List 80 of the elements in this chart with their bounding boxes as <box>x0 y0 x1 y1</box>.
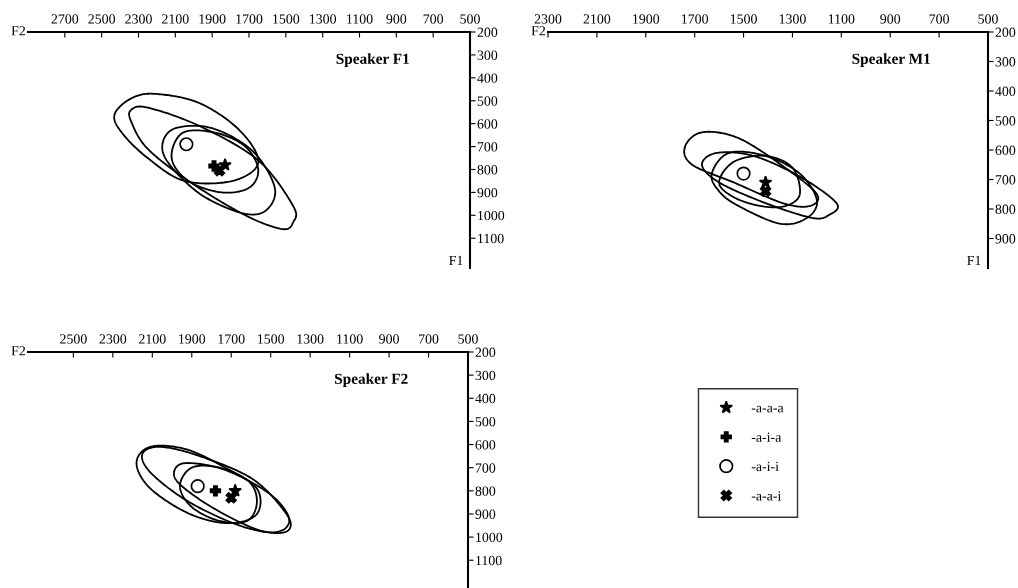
x-tick-label: 700 <box>929 14 949 24</box>
x-tick-label: 1500 <box>273 14 300 24</box>
point <box>179 137 194 152</box>
x-tick-label: 1300 <box>310 14 337 24</box>
x-tick-label: 2100 <box>139 334 166 344</box>
text: Speaker F2 <box>335 373 408 388</box>
x-tick-label: 1700 <box>682 14 709 24</box>
point <box>213 164 226 177</box>
x-tick-label: 1300 <box>297 334 324 344</box>
point <box>209 485 222 497</box>
x-tick-label: 500 <box>458 334 478 344</box>
y-tick-label: 800 <box>475 486 496 496</box>
x-tick-label: 500 <box>978 14 998 24</box>
y-tick-label: 600 <box>995 145 1016 155</box>
y-tick-label: 200 <box>475 347 496 357</box>
y-tick-label: 200 <box>995 27 1016 37</box>
y-tick-label: 500 <box>475 416 496 427</box>
y-tick-label: 1000 <box>476 532 503 543</box>
x-axis-title: F2 <box>11 346 26 356</box>
y-tick-label: 900 <box>477 187 498 198</box>
legend-label: -a-a-a <box>751 405 784 413</box>
y-tick-label: 1100 <box>478 233 504 244</box>
legend-label: -a-a-i <box>751 491 782 501</box>
y-tick-label: 700 <box>995 175 1016 185</box>
x-tick-label: 2700 <box>51 14 79 24</box>
y-axis-title: F1 <box>967 255 981 266</box>
y-tick-label: 400 <box>475 393 496 404</box>
x-tick-label: 700 <box>419 334 439 344</box>
x-tick-label: 1100 <box>828 14 855 24</box>
y-tick-label: 900 <box>475 509 496 519</box>
point <box>190 479 205 494</box>
y-tick-label: 500 <box>995 116 1016 126</box>
x-axis-title: F2 <box>531 26 546 36</box>
y-tick-label: 700 <box>475 463 496 473</box>
x-tick-label: 1700 <box>218 334 245 344</box>
x-tick-label: 900 <box>379 334 399 344</box>
y-tick-label: 200 <box>477 27 498 37</box>
text: Speaker M1 <box>852 53 930 68</box>
y-axis-title: F1 <box>449 255 463 266</box>
x-tick-label: 1300 <box>779 14 806 24</box>
x-tick-label: 700 <box>423 14 444 24</box>
x-tick-label: 2100 <box>583 14 611 24</box>
y-tick-label: 400 <box>995 86 1016 96</box>
point <box>759 185 772 197</box>
y-tick-label: 700 <box>477 142 498 152</box>
x-tick-label: 1900 <box>199 14 226 24</box>
x-tick-label: 900 <box>880 14 901 24</box>
text: Speaker F1 <box>336 53 409 68</box>
y-tick-label: 900 <box>995 234 1016 244</box>
x-axis-title: F2 <box>11 26 26 36</box>
y-tick-label: 800 <box>477 165 498 175</box>
legend-label: -a-i-i <box>751 461 779 472</box>
x-tick-label: 2300 <box>125 14 152 24</box>
y-tick-label: 600 <box>475 440 496 450</box>
y-tick-label: 600 <box>477 119 498 129</box>
x-tick-label: 1500 <box>730 14 757 24</box>
x-tick-label: 1500 <box>258 334 285 344</box>
x-tick-label: 2300 <box>99 334 127 344</box>
x-tick-label: 2500 <box>88 14 116 24</box>
point <box>736 166 751 181</box>
x-tick-label: 1700 <box>236 14 263 24</box>
y-tick-label: 300 <box>477 50 498 60</box>
x-tick-label: 500 <box>460 14 480 24</box>
x-tick-label: 2300 <box>534 14 562 24</box>
y-tick-label: 1100 <box>476 555 502 566</box>
x-tick-label: 2500 <box>60 334 87 344</box>
legend-label: -a-i-a <box>751 432 782 442</box>
y-tick-label: 300 <box>475 370 496 381</box>
y-tick-label: 1000 <box>478 210 505 221</box>
x-tick-label: 900 <box>386 14 407 24</box>
x-tick-label: 1900 <box>633 14 660 24</box>
point <box>225 492 237 504</box>
y-tick-label: 400 <box>477 73 498 83</box>
y-tick-label: 300 <box>995 57 1016 67</box>
y-tick-label: 800 <box>995 204 1016 214</box>
y-tick-label: 500 <box>477 96 498 106</box>
x-tick-label: 1900 <box>179 334 206 344</box>
x-tick-label: 1100 <box>337 334 363 344</box>
x-tick-label: 1100 <box>347 14 373 24</box>
x-tick-label: 2100 <box>162 14 189 24</box>
